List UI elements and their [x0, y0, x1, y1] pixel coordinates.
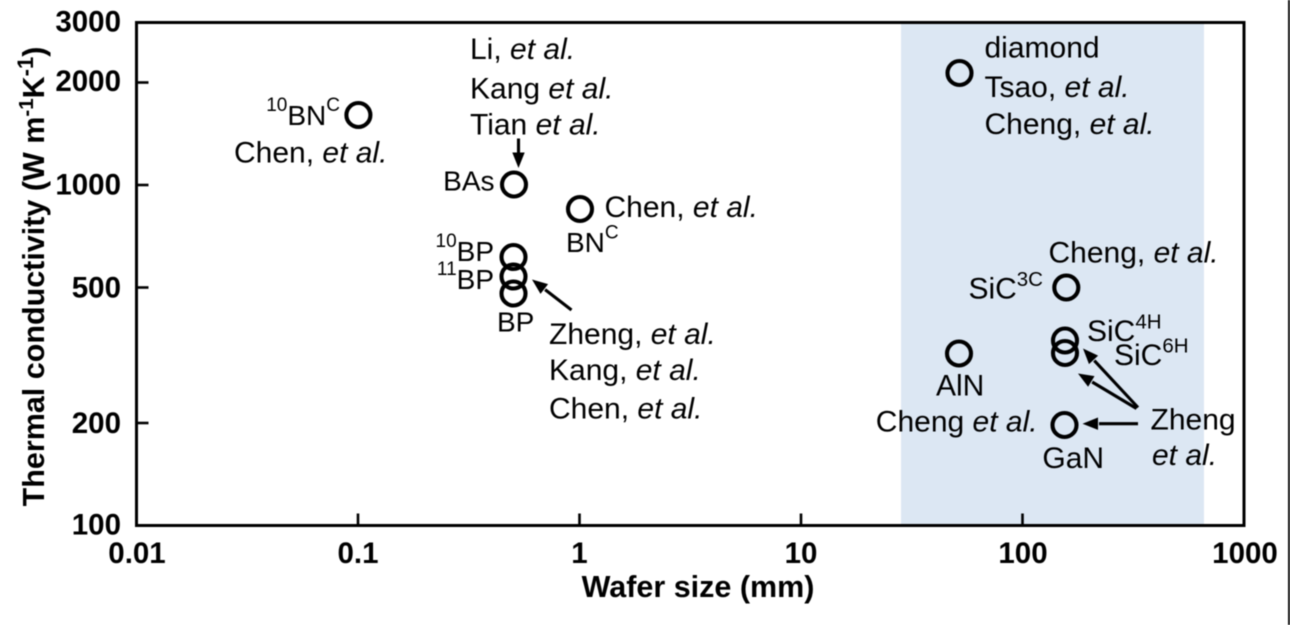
svg-text:Kang, et al.: Kang, et al. [549, 354, 701, 387]
svg-text:11BP: 11BP [437, 259, 494, 295]
svg-text:et al.: et al. [1152, 439, 1217, 472]
svg-text:AlN: AlN [936, 370, 984, 403]
svg-text:100: 100 [72, 509, 121, 542]
svg-text:BAs: BAs [443, 166, 494, 197]
svg-text:BNC: BNC [566, 223, 619, 258]
svg-text:100: 100 [998, 537, 1047, 570]
svg-text:0.01: 0.01 [108, 537, 165, 570]
svg-text:2000: 2000 [55, 65, 121, 98]
svg-text:0.1: 0.1 [337, 537, 378, 570]
svg-text:3000: 3000 [55, 6, 121, 39]
svg-text:Chen, et al.: Chen, et al. [605, 191, 758, 224]
svg-text:1000: 1000 [1212, 537, 1278, 570]
svg-text:Cheng, et al.: Cheng, et al. [1049, 237, 1219, 270]
svg-text:200: 200 [72, 407, 121, 440]
svg-text:1: 1 [571, 537, 587, 570]
svg-text:10BP: 10BP [436, 231, 495, 267]
svg-text:Zheng: Zheng [1151, 404, 1236, 437]
svg-text:10: 10 [785, 537, 818, 570]
svg-text:Thermal conductivity (W m-1K-1: Thermal conductivity (W m-1K-1) [13, 47, 51, 507]
svg-text:Kang et al.: Kang et al. [470, 73, 613, 106]
svg-text:GaN: GaN [1042, 442, 1104, 475]
svg-text:Tian et al.: Tian et al. [470, 109, 601, 142]
svg-text:500: 500 [72, 272, 121, 305]
svg-text:diamond: diamond [985, 32, 1100, 65]
svg-text:Chen, et al.: Chen, et al. [234, 137, 387, 170]
svg-text:Chen, et al.: Chen, et al. [549, 393, 702, 426]
svg-text:Cheng et al.: Cheng et al. [876, 406, 1038, 439]
svg-text:Tsao, et al.: Tsao, et al. [985, 71, 1130, 104]
svg-text:Li, et al.: Li, et al. [470, 33, 575, 66]
svg-text:Wafer size (mm): Wafer size (mm) [582, 570, 815, 604]
svg-text:BP: BP [497, 307, 534, 338]
svg-text:10BNC: 10BNC [266, 95, 340, 131]
svg-text:1000: 1000 [55, 169, 121, 202]
svg-text:Zheng, et al.: Zheng, et al. [549, 318, 716, 351]
svg-text:Cheng, et al.: Cheng, et al. [985, 108, 1155, 141]
